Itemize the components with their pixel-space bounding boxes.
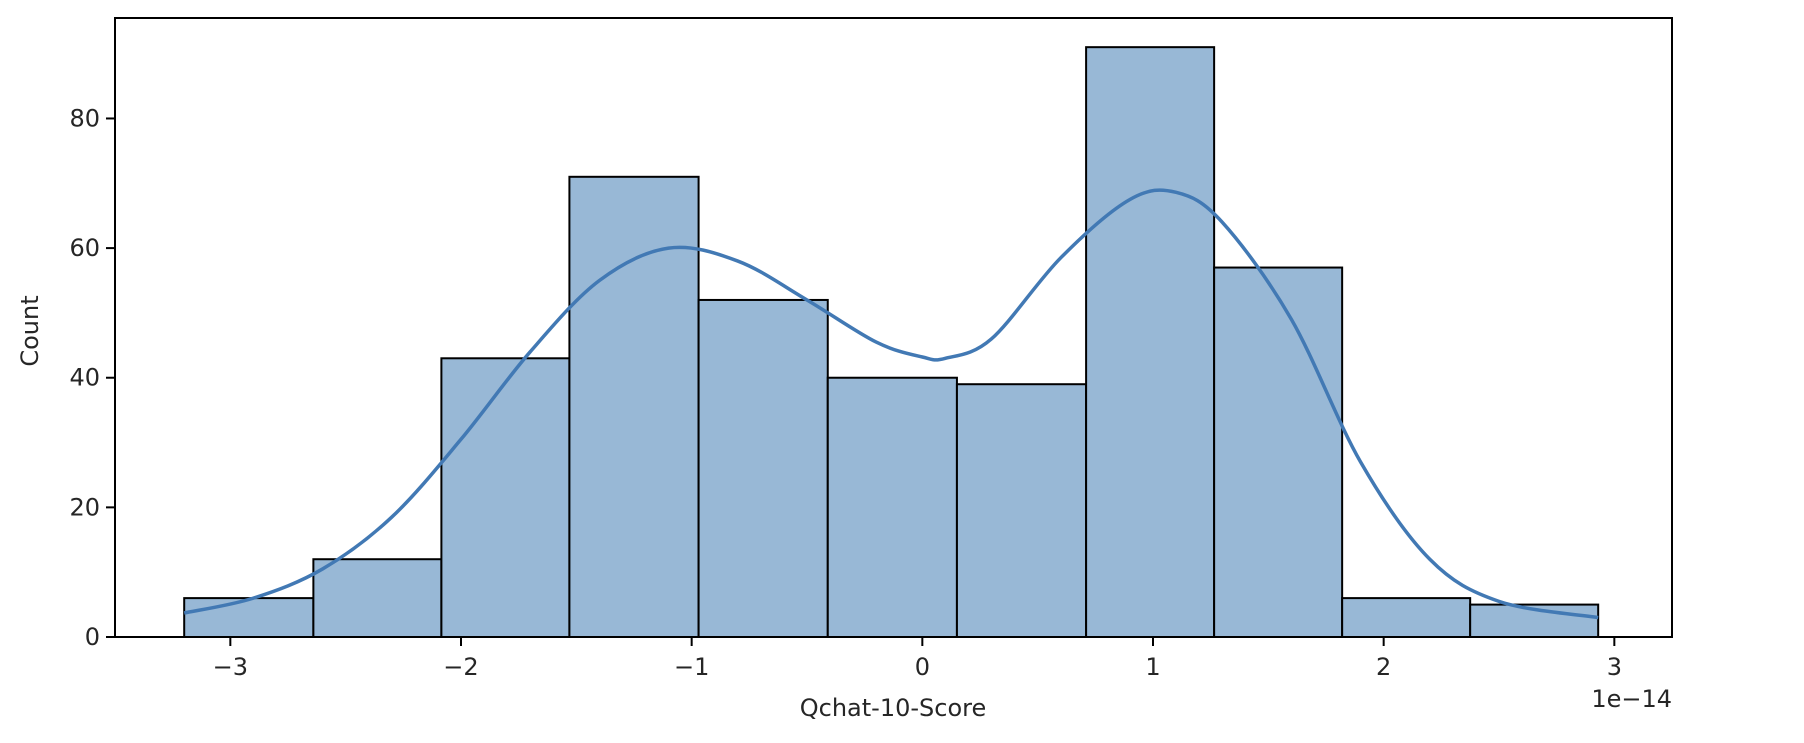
axes [114, 17, 1673, 638]
kde-line [183, 188, 1599, 620]
histogram-bar-9 [1341, 597, 1472, 638]
x-axis-offset-label: 1e−14 [1591, 685, 1672, 713]
x-tick-label: −3 [213, 653, 248, 681]
y-tick-label: 20 [69, 493, 100, 521]
y-tick-label: 40 [69, 364, 100, 392]
y-tick-label: 0 [85, 623, 100, 651]
y-tick-label: 60 [69, 234, 100, 262]
histogram-bar-2 [440, 357, 571, 638]
x-tick-label: 0 [915, 653, 930, 681]
tick-marks-and-labels: −3 −2 −1 0 1 2 3 0 20 40 60 80 [69, 104, 1622, 681]
x-tick-label: 1 [1145, 653, 1160, 681]
kde-curve-layer [183, 188, 1599, 620]
histogram-bar-0 [183, 597, 315, 638]
histogram-bar-4 [697, 298, 829, 638]
histogram-bars [183, 46, 1600, 639]
x-tick-label: −1 [674, 653, 709, 681]
x-axis-label: Qchat-10-Score [800, 694, 987, 722]
y-axis-label: Count [16, 295, 44, 366]
histogram-bar-8 [1213, 266, 1344, 638]
histogram-bar-6 [955, 383, 1088, 638]
histogram-bar-7 [1085, 46, 1216, 638]
x-tick-label: −2 [443, 653, 478, 681]
x-tick-label: 3 [1607, 653, 1622, 681]
x-tick-label: 2 [1376, 653, 1391, 681]
histogram-bar-3 [568, 175, 700, 638]
histogram-bar-5 [826, 376, 958, 638]
histogram-bar-1 [312, 558, 443, 639]
y-tick-label: 80 [69, 104, 100, 132]
plot-frame [114, 17, 1673, 638]
